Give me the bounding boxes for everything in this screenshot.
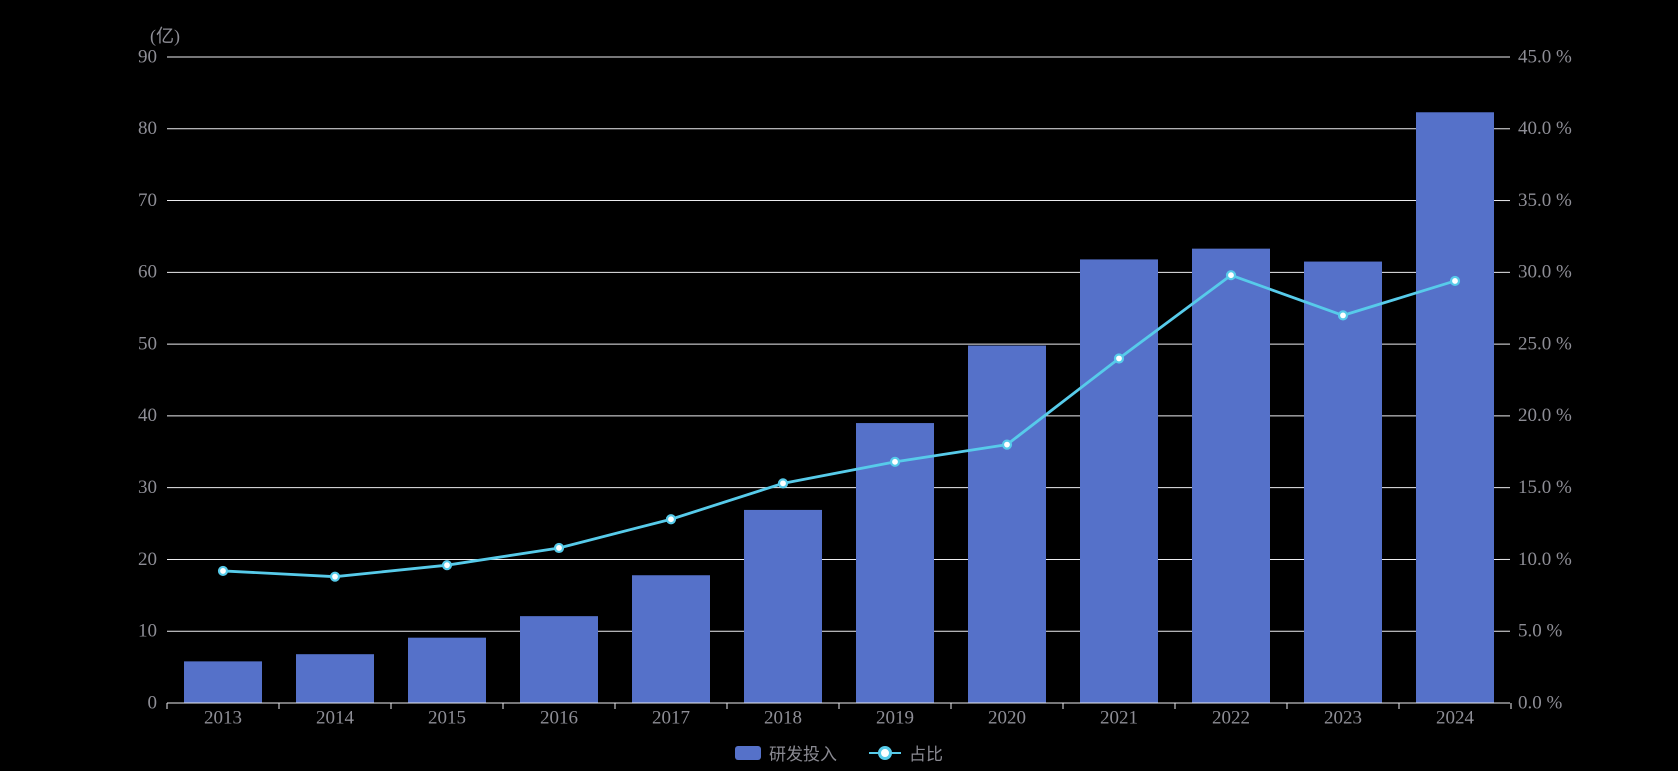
bar-2023[interactable] (1304, 261, 1382, 703)
left-axis-tick-label: 80 (138, 118, 157, 139)
x-axis-label-2018: 2018 (764, 707, 802, 728)
legend: 研发投入 占比 (0, 740, 1678, 765)
bar-2017[interactable] (632, 575, 710, 703)
left-axis-tick-label: 0 (148, 692, 158, 713)
x-axis-label-2022: 2022 (1212, 707, 1250, 728)
bar-2014[interactable] (296, 654, 374, 703)
right-axis-tick-label: 35.0 % (1518, 190, 1572, 211)
legend-item-rd-investment[interactable]: 研发投入 (735, 740, 837, 765)
left-axis-tick-label: 60 (138, 262, 157, 283)
left-axis-tick-label: 40 (138, 405, 157, 426)
line-marker-2020[interactable] (1001, 439, 1013, 450)
right-axis-tick-label: 5.0 % (1518, 621, 1563, 642)
line-marker-2021[interactable] (1113, 353, 1125, 364)
line-marker-2024[interactable] (1449, 275, 1461, 287)
line-marker-2015[interactable] (441, 560, 453, 571)
line-marker-2016[interactable] (553, 542, 565, 554)
left-axis-tick-label: 70 (138, 190, 157, 211)
line-marker-icon (878, 745, 892, 760)
line-marker-2018[interactable] (777, 478, 789, 489)
line-marker-2014[interactable] (329, 571, 341, 582)
ratio-line (221, 273, 1457, 579)
right-axis-tick-label: 0.0 % (1518, 692, 1563, 713)
x-axis-label-2023: 2023 (1324, 707, 1362, 728)
x-axis-label-2015: 2015 (428, 707, 466, 728)
x-axis-label-2021: 2021 (1100, 707, 1138, 728)
line-marker-2013[interactable] (217, 565, 229, 577)
bar-2013[interactable] (184, 661, 262, 703)
legend-item-ratio[interactable]: 占比 (869, 740, 943, 765)
bar-series-swatch-icon (735, 745, 761, 760)
line-series-swatch-icon (869, 745, 901, 760)
legend-label-rd-investment: 研发投入 (769, 745, 837, 764)
left-axis-tick-label: 50 (138, 333, 157, 354)
left-axis-unit-label: (亿) (150, 26, 180, 46)
x-axis-label-2013: 2013 (204, 707, 242, 728)
right-axis-tick-label: 20.0 % (1518, 405, 1572, 426)
bar-2021[interactable] (1080, 259, 1158, 703)
bar-2015[interactable] (408, 637, 486, 703)
right-axis-tick-label: 30.0 % (1518, 262, 1572, 283)
line-marker-2019[interactable] (889, 456, 901, 467)
x-axis-label-2019: 2019 (876, 707, 914, 728)
bar-2024[interactable] (1416, 112, 1494, 703)
line-marker-2023[interactable] (1337, 310, 1349, 321)
left-axis-tick-label: 10 (138, 621, 157, 642)
x-axis-label-2016: 2016 (540, 707, 578, 728)
x-axis-label-2014: 2014 (316, 707, 355, 728)
line-marker-2022[interactable] (1225, 270, 1237, 281)
x-axis-label-2020: 2020 (988, 707, 1026, 728)
right-axis-tick-label: 25.0 % (1518, 333, 1572, 354)
bar-2016[interactable] (520, 616, 598, 703)
right-axis-tick-label: 15.0 % (1518, 477, 1572, 498)
x-axis-label-2017: 2017 (652, 707, 690, 728)
left-axis-tick-label: 20 (138, 549, 157, 570)
legend-label-ratio: 占比 (909, 745, 943, 764)
bar-2019[interactable] (856, 423, 934, 703)
right-axis-tick-label: 10.0 % (1518, 549, 1572, 570)
right-axis-tick-label: 45.0 % (1518, 46, 1572, 67)
left-axis-tick-label: 30 (138, 477, 157, 498)
bar-2022[interactable] (1192, 248, 1270, 703)
x-axis-label-2024: 2024 (1436, 707, 1475, 728)
line-marker-2017[interactable] (665, 514, 677, 525)
bar-2020[interactable] (968, 345, 1046, 703)
right-axis-tick-label: 40.0 % (1518, 118, 1572, 139)
left-axis-tick-label: 90 (138, 46, 157, 67)
bar-2018[interactable] (744, 509, 822, 703)
